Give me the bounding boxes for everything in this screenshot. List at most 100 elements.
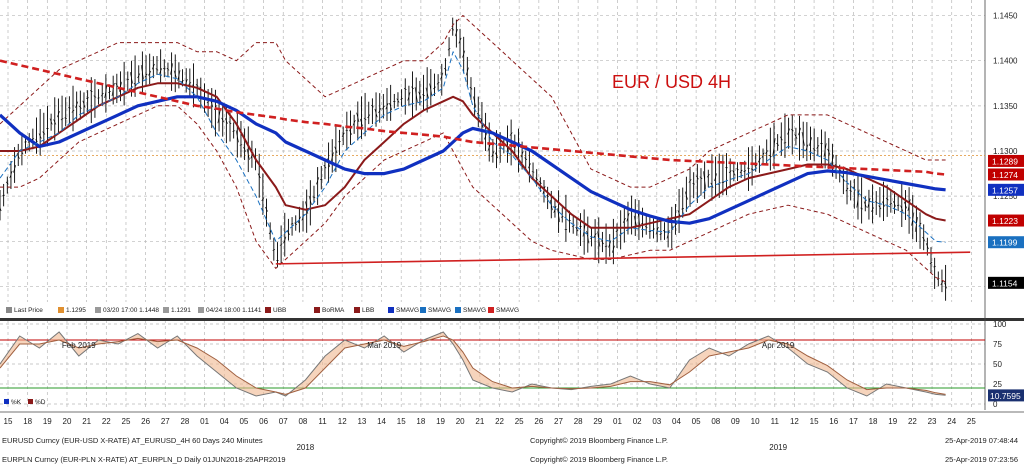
- price-bar-tick: [407, 92, 411, 101]
- price-bar-tick: [188, 82, 192, 85]
- day-tick-label: 19: [888, 417, 897, 426]
- day-tick-label: 28: [574, 417, 583, 426]
- price-bar-tick: [166, 67, 170, 71]
- price-bar-tick: [108, 90, 111, 94]
- price-bar-tick: [75, 101, 79, 108]
- price-bar-tick: [465, 67, 469, 76]
- day-tick-label: 19: [43, 417, 52, 426]
- price-bar-tick: [794, 134, 798, 139]
- price-bar-tick: [283, 236, 287, 244]
- last-value-tag: [988, 183, 1024, 196]
- price-bar-tick: [644, 226, 648, 228]
- price-bar-tick: [871, 207, 875, 212]
- footer-line2-right: 25-Apr-2019 07:23:56: [945, 455, 1018, 464]
- price-bar-tick: [531, 171, 535, 173]
- price-bar-tick: [757, 157, 761, 163]
- price-bar-tick: [173, 70, 177, 78]
- price-bar-tick: [703, 171, 707, 190]
- day-tick-label: 16: [829, 417, 838, 426]
- price-bar-tick: [768, 154, 772, 157]
- price-bar-tick: [9, 171, 13, 179]
- price-bar-tick: [856, 189, 860, 208]
- price-bar-tick: [385, 103, 389, 110]
- price-bar-tick: [885, 197, 889, 201]
- price-bar-tick: [557, 208, 561, 223]
- price-bar-tick: [111, 82, 115, 97]
- price-bar-tick: [714, 173, 718, 182]
- day-tick-label: 06: [259, 417, 268, 426]
- price-bar-tick: [747, 167, 750, 170]
- footer-line1-right: 25-Apr-2019 07:48:44: [945, 436, 1018, 445]
- legend-swatch: [198, 307, 204, 313]
- price-bar-tick: [433, 86, 436, 90]
- price-bar-tick: [436, 82, 440, 85]
- day-tick-label: 09: [731, 417, 740, 426]
- day-tick-label: 17: [849, 417, 858, 426]
- price-bar-tick: [42, 131, 46, 135]
- osc-fill: [0, 332, 946, 396]
- price-bar-tick: [414, 87, 418, 102]
- price-bar-tick: [115, 82, 119, 88]
- price-bar-tick: [553, 205, 557, 213]
- price-bar-tick: [5, 181, 9, 185]
- price-bar-tick: [925, 243, 929, 250]
- price-bar-tick: [374, 108, 378, 118]
- legend-swatch: [58, 307, 64, 313]
- price-bar-tick: [86, 97, 89, 99]
- price-bar-tick: [462, 50, 466, 58]
- year-label: 2019: [769, 443, 787, 452]
- price-bar-tick: [538, 180, 542, 184]
- price-bar-tick: [195, 84, 199, 87]
- price-bar-tick: [801, 132, 805, 146]
- day-tick-label: 22: [495, 417, 504, 426]
- price-bar-tick: [235, 130, 239, 143]
- last-value-tag-text: 1.1154: [992, 278, 1018, 288]
- price-bar-tick: [688, 179, 692, 183]
- last-value-tag: [988, 236, 1024, 249]
- price-bar-tick: [469, 86, 473, 90]
- price-bar-tick: [524, 157, 528, 161]
- osc-y-tick-label: 0: [993, 400, 998, 409]
- last-value-tag: [988, 214, 1024, 227]
- osc-legend-label: %K: [11, 399, 22, 406]
- price-bar-tick: [396, 98, 400, 103]
- price-bar-tick: [604, 245, 608, 248]
- price-bar-tick: [900, 205, 904, 212]
- day-tick-label: 07: [279, 417, 288, 426]
- price-bar-tick: [615, 229, 619, 232]
- price-bar-tick: [400, 98, 403, 100]
- price-bar-tick: [509, 132, 513, 136]
- price-bar-tick: [600, 240, 604, 245]
- legend-label: UBB: [273, 307, 287, 314]
- price-bar-tick: [257, 173, 261, 179]
- y-tick-label: 1.1450: [993, 12, 1018, 21]
- price-bar-tick: [159, 68, 163, 74]
- y-tick-label: 1.1250: [993, 192, 1018, 201]
- month-label: Apr 2019: [762, 341, 795, 350]
- legend-item: SMAVG: [420, 307, 451, 314]
- price-bar-tick: [593, 233, 597, 238]
- day-tick-label: 04: [672, 417, 681, 426]
- price-bar-tick: [422, 94, 425, 97]
- price-bar-tick: [622, 217, 626, 224]
- price-bar-tick: [549, 199, 553, 211]
- osc-legend-swatch: [4, 399, 9, 404]
- day-tick-label: 18: [416, 417, 425, 426]
- year-label: 2018: [296, 443, 314, 452]
- price-bar-tick: [535, 177, 539, 181]
- price-bar-tick: [243, 147, 247, 152]
- price-bar-tick: [765, 150, 769, 154]
- price-bar-tick: [381, 105, 385, 110]
- day-tick-label: 11: [318, 417, 327, 426]
- legend-swatch: [95, 307, 101, 313]
- day-tick-label: 25: [967, 417, 976, 426]
- price-bar-tick: [860, 207, 863, 210]
- price-bar-tick: [728, 170, 732, 173]
- last-value-tag-text: 1.1289: [992, 156, 1018, 166]
- last-value-tag-text: 1.1199: [992, 238, 1018, 248]
- price-bar-tick: [217, 110, 221, 124]
- price-bar-tick: [750, 168, 754, 171]
- last-value-tag: [988, 154, 1024, 167]
- legend-label: 1.1291: [171, 307, 191, 314]
- day-tick-label: 08: [298, 417, 307, 426]
